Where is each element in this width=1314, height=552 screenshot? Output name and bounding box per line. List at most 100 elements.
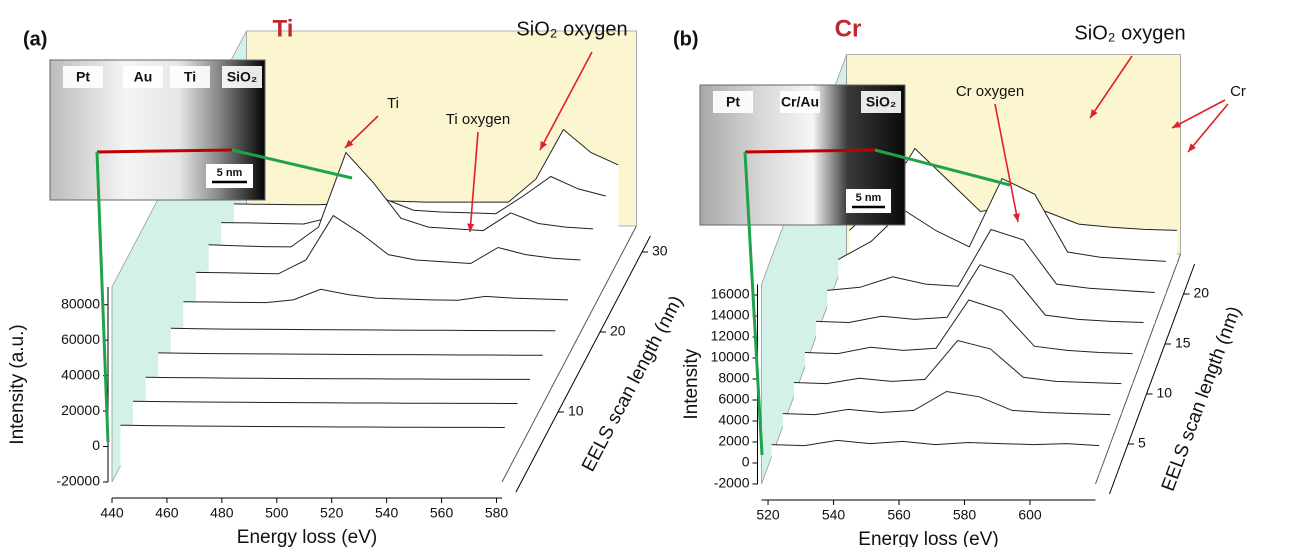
z-tick-label: 5 [1138,435,1146,451]
y-tick-label: 40000 [61,366,100,382]
y-axis-label: Intensity (a.u.) [7,324,28,444]
z-tick-label: 15 [1175,335,1191,351]
arrow-head [345,139,354,148]
inset-label-box [123,66,163,88]
inset-label-box [63,66,103,88]
guide-line [874,148,1011,187]
y-tick-label: 2000 [718,433,749,449]
inset-label: Pt [726,94,740,110]
arrow-head [467,223,475,232]
arrow-head [1188,143,1196,152]
x-axis-label: Energy loss (eV) [858,529,998,547]
scale-bar-label: 5 nm [217,167,243,179]
floor-edge [1095,253,1182,485]
annotation: SiO₂ oxygen [1074,22,1185,44]
inset-label: Ti [184,69,196,85]
x-tick-label: 480 [210,505,234,521]
y-tick-label: 16000 [711,286,750,302]
y-tick-label: 12000 [711,328,750,344]
inset-label-box [170,66,210,88]
scale-bar-label: 5 nm [856,192,882,204]
x-tick-label: 460 [155,505,179,521]
x-tick-label: 500 [265,505,289,521]
panel-title: Ti [273,15,294,42]
occluder [196,215,581,322]
inset-label: Cr/Au [781,94,819,110]
spectrum [132,400,518,404]
y-tick-label: 80000 [61,295,100,311]
occluder [120,425,505,466]
inset-label-box [713,91,753,113]
x-tick-label: 520 [756,507,780,523]
x-tick-label: 520 [320,505,344,521]
panel-label: (a) [23,28,47,50]
x-tick-label: 560 [430,505,454,521]
z-tick-label: 30 [652,243,668,259]
occluder [771,440,1100,474]
annotation-arrow [1171,99,1226,129]
x-tick-label: 560 [887,507,911,523]
annotation-arrow [539,51,593,151]
scale-bar-box [206,164,253,188]
arrow-head [1012,213,1020,222]
spectrum [793,339,1122,385]
spectrum [183,288,568,304]
inset-label-box [222,66,262,88]
y-tick-label: 8000 [718,370,749,386]
y-tick-label: 20000 [61,402,100,418]
scan-line [744,148,876,154]
spectrum [221,175,606,225]
panel-label: (b) [673,28,699,50]
annotation-arrow [469,131,479,233]
y-tick-label: 0 [92,437,100,453]
x-tick-label: 540 [375,505,399,521]
y-tick-label: 10000 [711,349,750,365]
y-axis-label: Intensity [681,348,702,419]
z-axis [1109,263,1196,495]
arrow-head [1172,121,1181,128]
guide-line [95,151,110,443]
x-tick-label: 580 [485,505,509,521]
z-axis-label: EELS scan length (nm) [578,292,687,475]
z-tick-label: 10 [1157,385,1173,401]
spectrum [804,299,1133,355]
y-tick-label: 4000 [718,412,749,428]
guide-line [743,151,764,456]
inset-label: Pt [76,69,90,85]
occluder [782,391,1111,444]
scale-bar-box [846,189,891,213]
spectrum [816,264,1144,324]
y-tick-label: 6000 [718,391,749,407]
scan-line [96,148,233,154]
panel-title: Cr [835,15,862,42]
x-tick-label: 540 [822,507,846,523]
spectrum [771,439,1100,447]
spectrum [195,214,581,275]
inset-label-box [861,91,901,113]
floor-edge [501,225,637,483]
x-tick-label: 440 [100,505,124,521]
inset-label: Au [134,69,153,85]
z-axis [515,235,651,493]
annotation-arrow [994,103,1019,223]
spectrum [827,228,1155,293]
spectrum [233,128,619,206]
spectrum [158,352,543,356]
spectrum [170,327,556,332]
annotation-arrow [1187,103,1229,153]
inset-label: SiO₂ [866,94,896,110]
spectrum [145,376,531,380]
inset-label: SiO₂ [227,69,257,85]
spectrum [782,390,1111,416]
z-tick-label: 10 [568,403,584,419]
x-tick-label: 600 [1018,507,1042,523]
arrow-head [1090,109,1098,118]
z-tick-label: 20 [610,323,626,339]
arrow-head [540,141,547,150]
x-axis-label: Energy loss (eV) [237,527,377,547]
guide-line [231,148,353,180]
panel: 440 460 480 500 520 540 560 580 Energy loss (eV)… [7,15,687,548]
